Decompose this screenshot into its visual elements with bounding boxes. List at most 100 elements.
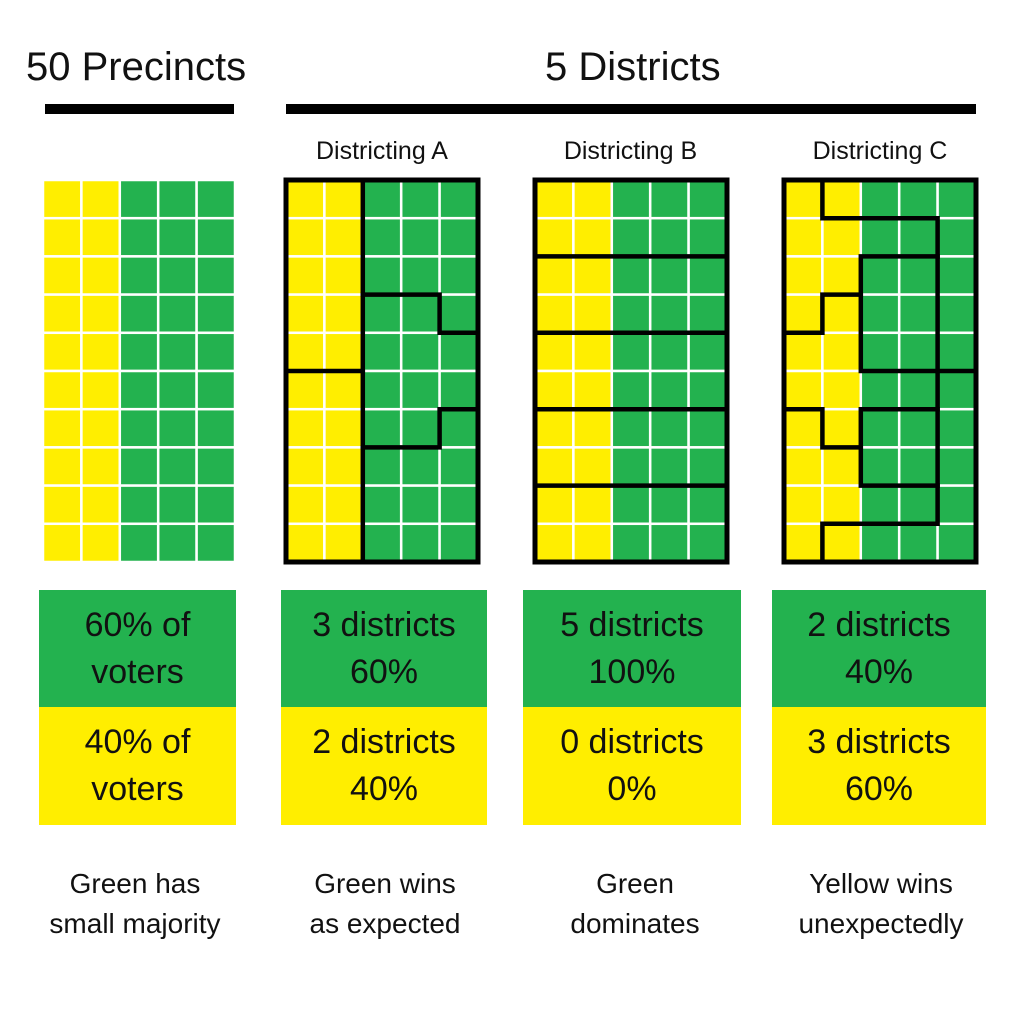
green-precinct-cell — [118, 255, 160, 296]
box-line: 2 districts — [312, 723, 456, 761]
yellow-precinct-cell — [284, 522, 326, 564]
green-precinct-cell — [156, 293, 198, 335]
green-precinct-cell — [195, 293, 237, 335]
green-precinct-cell — [438, 178, 480, 220]
green-precinct-cell — [859, 331, 901, 373]
green-precinct-cell — [195, 484, 237, 526]
green-precinct-cell — [156, 484, 198, 526]
caption-line: Green has — [69, 868, 201, 899]
district-border — [781, 254, 940, 336]
yellow-precinct-cell — [80, 446, 122, 487]
yellow-precinct-cell — [284, 446, 326, 487]
green-precinct-cell — [156, 331, 198, 373]
yellow-precinct-cell — [533, 369, 575, 411]
yellow-precinct-cell — [572, 446, 614, 487]
green-precinct-cell — [361, 446, 403, 487]
green-precinct-cell — [648, 484, 690, 526]
yellow-precinct-cell — [323, 293, 365, 335]
precinct-grid — [41, 178, 237, 564]
yellow-precinct-cell — [80, 293, 122, 335]
yellow-precinct-cell — [41, 407, 83, 449]
yellow-precinct-cell — [821, 369, 863, 411]
yellow-precinct-cell — [782, 522, 824, 564]
caption-line: Green wins — [314, 868, 456, 899]
green-precinct-cell — [897, 407, 939, 449]
green-precinct-cell — [897, 178, 939, 220]
green-precinct-cell — [610, 484, 652, 526]
box-line: 0% — [607, 770, 657, 808]
green-precinct-cell — [118, 369, 160, 411]
green-precinct-cell — [438, 216, 480, 258]
green-precinct-cell — [648, 216, 690, 258]
green-precinct-cell — [438, 331, 480, 373]
box-line: 3 districts — [807, 723, 951, 761]
green-precinct-cell — [897, 216, 939, 258]
yellow-precinct-cell — [284, 484, 326, 526]
green-precinct-cell — [361, 407, 403, 449]
green-precinct-cell — [118, 216, 160, 258]
box-line: voters — [91, 770, 184, 808]
yellow-precinct-cell — [533, 255, 575, 296]
green-precinct-cell — [361, 484, 403, 526]
green-precinct-cell — [687, 216, 729, 258]
district-border — [858, 406, 940, 450]
green-precinct-cell — [195, 369, 237, 411]
caption-line: unexpectedly — [798, 908, 964, 939]
green-precinct-cell — [361, 522, 403, 564]
green-precinct-cell — [648, 331, 690, 373]
yellow-precinct-cell — [80, 407, 122, 449]
green-precinct-cell — [687, 178, 729, 220]
box-line: 2 districts — [807, 605, 951, 644]
green-precinct-cell — [156, 522, 198, 564]
green-precinct-cell — [859, 446, 901, 487]
yellow-precinct-cell — [821, 331, 863, 373]
yellow-precinct-cell — [533, 407, 575, 449]
yellow-precinct-cell — [533, 484, 575, 526]
green-precinct-cell — [361, 293, 403, 335]
box-line: 40% — [844, 652, 914, 691]
districting-b-caption: Green dominates — [520, 864, 750, 944]
precincts-header: 50 Precincts — [26, 45, 247, 89]
districting-a-green-box: 3 districts 60% — [281, 590, 487, 707]
green-precinct-cell — [687, 446, 729, 487]
green-precinct-cell — [859, 369, 901, 411]
green-precinct-cell — [118, 407, 160, 449]
green-precinct-cell — [438, 369, 480, 411]
box-line: voters — [91, 652, 184, 691]
districting-c-map — [781, 177, 979, 565]
green-precinct-cell — [195, 407, 237, 449]
districting-a-caption: Green wins as expected — [270, 864, 500, 944]
yellow-precinct-cell — [284, 293, 326, 335]
green-precinct-cell — [118, 293, 160, 335]
yellow-precinct-cell — [41, 293, 83, 335]
yellow-precinct-cell — [572, 369, 614, 411]
green-precinct-cell — [610, 446, 652, 487]
green-precinct-cell — [648, 178, 690, 220]
yellow-precinct-cell — [533, 522, 575, 564]
yellow-precinct-cell — [41, 446, 83, 487]
yellow-precinct-cell — [323, 255, 365, 296]
yellow-precinct-cell — [572, 216, 614, 258]
green-precinct-cell — [687, 293, 729, 335]
box-line: 0 districts — [560, 723, 704, 761]
yellow-precinct-cell — [284, 369, 326, 411]
green-precinct-cell — [859, 293, 901, 335]
yellow-precinct-cell — [80, 178, 122, 220]
green-precinct-cell — [156, 216, 198, 258]
caption-line: dominates — [570, 908, 700, 939]
yellow-precinct-cell — [80, 522, 122, 564]
green-precinct-cell — [195, 178, 237, 220]
districts-header: 5 Districts — [545, 45, 721, 89]
yellow-precinct-cell — [284, 255, 326, 296]
green-precinct-cell — [399, 178, 441, 220]
green-precinct-cell — [118, 178, 160, 220]
green-precinct-cell — [361, 216, 403, 258]
green-precinct-cell — [687, 484, 729, 526]
box-line: 60% — [844, 770, 914, 808]
green-precinct-cell — [610, 216, 652, 258]
green-precinct-cell — [610, 522, 652, 564]
green-precinct-cell — [399, 446, 441, 487]
green-precinct-cell — [936, 446, 978, 487]
yellow-precinct-cell — [782, 446, 824, 487]
yellow-precinct-cell — [572, 522, 614, 564]
